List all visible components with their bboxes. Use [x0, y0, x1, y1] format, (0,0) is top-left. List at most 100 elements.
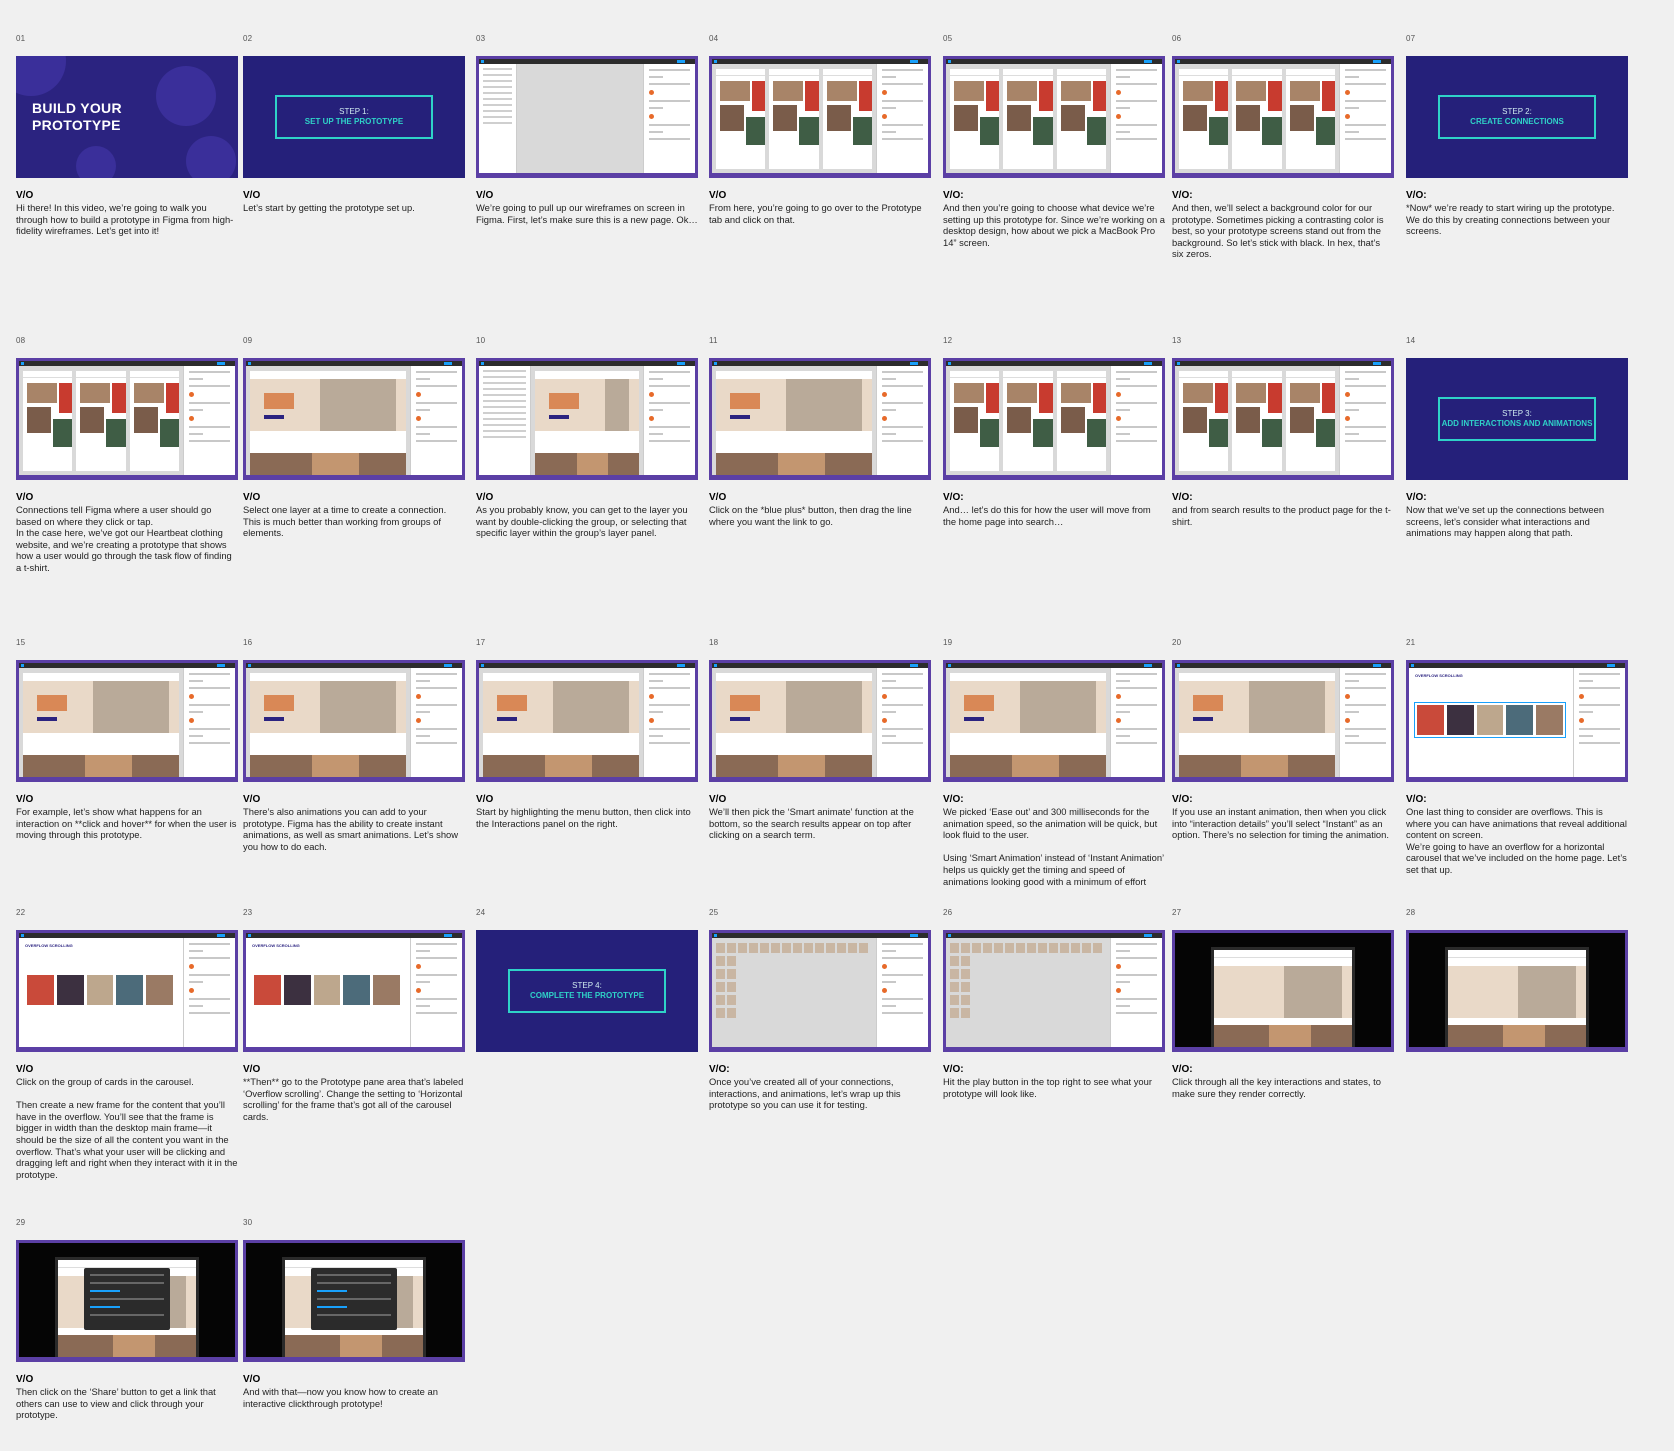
frame-thumbnail[interactable] — [716, 995, 725, 1005]
frame-thumbnail[interactable] — [1071, 943, 1080, 953]
website-frame[interactable] — [716, 371, 872, 475]
slide-thumbnail[interactable] — [943, 930, 1165, 1052]
wireframe-frame[interactable] — [1003, 69, 1053, 169]
carousel-card[interactable] — [86, 975, 114, 1005]
frame-thumbnail[interactable] — [950, 982, 959, 992]
frame-thumbnail[interactable] — [738, 943, 747, 953]
carousel-card[interactable] — [373, 975, 400, 1005]
frame-thumbnail[interactable] — [961, 1008, 970, 1018]
frame-thumbnail[interactable] — [961, 956, 970, 966]
wireframe-frame[interactable] — [1285, 371, 1335, 471]
wireframe-frame[interactable] — [716, 69, 766, 169]
figma-toolbar[interactable] — [246, 933, 462, 938]
frame-thumbnail[interactable] — [950, 969, 959, 979]
figma-toolbar[interactable] — [946, 361, 1162, 366]
frame-thumbnail[interactable] — [1093, 943, 1102, 953]
figma-toolbar[interactable] — [19, 663, 235, 668]
frame-thumbnail[interactable] — [716, 956, 725, 966]
frame-thumbnail[interactable] — [1060, 943, 1069, 953]
frame-thumbnail[interactable] — [793, 943, 802, 953]
carousel-cards[interactable] — [1414, 702, 1566, 738]
figma-toolbar[interactable] — [712, 361, 928, 366]
frame-thumbnail[interactable] — [950, 956, 959, 966]
website-frame[interactable] — [1179, 673, 1335, 777]
figma-toolbar[interactable] — [19, 933, 235, 938]
share-dialog[interactable] — [84, 1268, 170, 1330]
figma-toolbar[interactable] — [1175, 59, 1391, 64]
slide-thumbnail[interactable] — [1172, 358, 1394, 480]
carousel-card[interactable] — [1476, 705, 1504, 735]
wireframe-frame[interactable] — [1179, 371, 1229, 471]
slide-thumbnail[interactable] — [943, 660, 1165, 782]
carousel-card[interactable] — [27, 975, 54, 1005]
slide-thumbnail[interactable]: OVERFLOW SCROLLING — [1406, 660, 1628, 782]
figma-toolbar[interactable] — [1175, 663, 1391, 668]
layers-panel[interactable] — [479, 366, 531, 475]
wireframe-frame[interactable] — [76, 371, 126, 471]
slide-thumbnail[interactable] — [1172, 930, 1394, 1052]
carousel-card[interactable] — [1417, 705, 1444, 735]
website-frame[interactable] — [535, 371, 639, 475]
wireframe-frame[interactable] — [1056, 69, 1106, 169]
frame-thumbnail[interactable] — [1082, 943, 1091, 953]
slide-thumbnail[interactable] — [1172, 660, 1394, 782]
frame-thumbnail[interactable] — [716, 969, 725, 979]
figma-toolbar[interactable] — [946, 59, 1162, 64]
frame-thumbnail[interactable] — [961, 943, 970, 953]
frame-thumbnail[interactable] — [837, 943, 846, 953]
slide-thumbnail[interactable] — [476, 660, 698, 782]
frame-thumbnail[interactable] — [782, 943, 791, 953]
frame-thumbnail[interactable] — [983, 943, 992, 953]
frame-thumbnail[interactable] — [950, 995, 959, 1005]
wireframe-frame[interactable] — [822, 69, 872, 169]
frame-thumbnail[interactable] — [994, 943, 1003, 953]
frame-thumbnail[interactable] — [760, 943, 769, 953]
frame-thumbnail[interactable] — [1049, 943, 1058, 953]
frame-thumbnail[interactable] — [961, 982, 970, 992]
frame-thumbnail[interactable] — [727, 969, 736, 979]
slide-thumbnail[interactable] — [1406, 930, 1628, 1052]
share-dialog[interactable] — [311, 1268, 397, 1330]
frame-thumbnail[interactable] — [771, 943, 780, 953]
slide-thumbnail[interactable] — [943, 358, 1165, 480]
slide-thumbnail[interactable]: STEP 2: CREATE CONNECTIONS — [1406, 56, 1628, 178]
wireframe-frame[interactable] — [1232, 371, 1282, 471]
wireframe-frame[interactable] — [1003, 371, 1053, 471]
figma-toolbar[interactable] — [1409, 663, 1625, 668]
figma-toolbar[interactable] — [946, 933, 1162, 938]
slide-thumbnail[interactable]: STEP 3: ADD INTERACTIONS AND ANIMATIONS — [1406, 358, 1628, 480]
slide-thumbnail[interactable] — [943, 56, 1165, 178]
frame-thumbnail[interactable] — [1005, 943, 1014, 953]
slide-thumbnail[interactable] — [243, 660, 465, 782]
carousel-card[interactable] — [343, 975, 371, 1005]
frame-thumbnail[interactable] — [716, 982, 725, 992]
figma-toolbar[interactable] — [946, 663, 1162, 668]
figma-toolbar[interactable] — [1175, 361, 1391, 366]
frame-thumbnail[interactable] — [727, 943, 736, 953]
carousel-card[interactable] — [116, 975, 144, 1005]
slide-thumbnail[interactable] — [709, 56, 931, 178]
website-frame[interactable] — [23, 673, 179, 777]
frame-thumbnail[interactable] — [826, 943, 835, 953]
frame-thumbnail[interactable] — [950, 1008, 959, 1018]
figma-toolbar[interactable] — [246, 361, 462, 366]
wireframe-frame[interactable] — [129, 371, 179, 471]
slide-thumbnail[interactable] — [709, 660, 931, 782]
figma-toolbar[interactable] — [712, 59, 928, 64]
frame-thumbnail[interactable] — [804, 943, 813, 953]
slide-thumbnail[interactable]: STEP 1: SET UP THE PROTOTYPE — [243, 56, 465, 178]
slide-thumbnail[interactable]: OVERFLOW SCROLLING — [243, 930, 465, 1052]
frame-thumbnail[interactable] — [1027, 943, 1036, 953]
carousel-cards[interactable] — [252, 973, 402, 1007]
carousel-card[interactable] — [254, 975, 281, 1005]
figma-toolbar[interactable] — [246, 663, 462, 668]
slide-thumbnail[interactable] — [16, 358, 238, 480]
figma-toolbar[interactable] — [19, 361, 235, 366]
frame-thumbnail[interactable] — [950, 943, 959, 953]
carousel-card[interactable] — [1506, 705, 1534, 735]
frame-thumbnail[interactable] — [815, 943, 824, 953]
figma-toolbar[interactable] — [479, 59, 695, 64]
wireframe-frame[interactable] — [950, 371, 1000, 471]
frame-thumbnail[interactable] — [727, 995, 736, 1005]
layers-panel[interactable] — [479, 64, 517, 173]
